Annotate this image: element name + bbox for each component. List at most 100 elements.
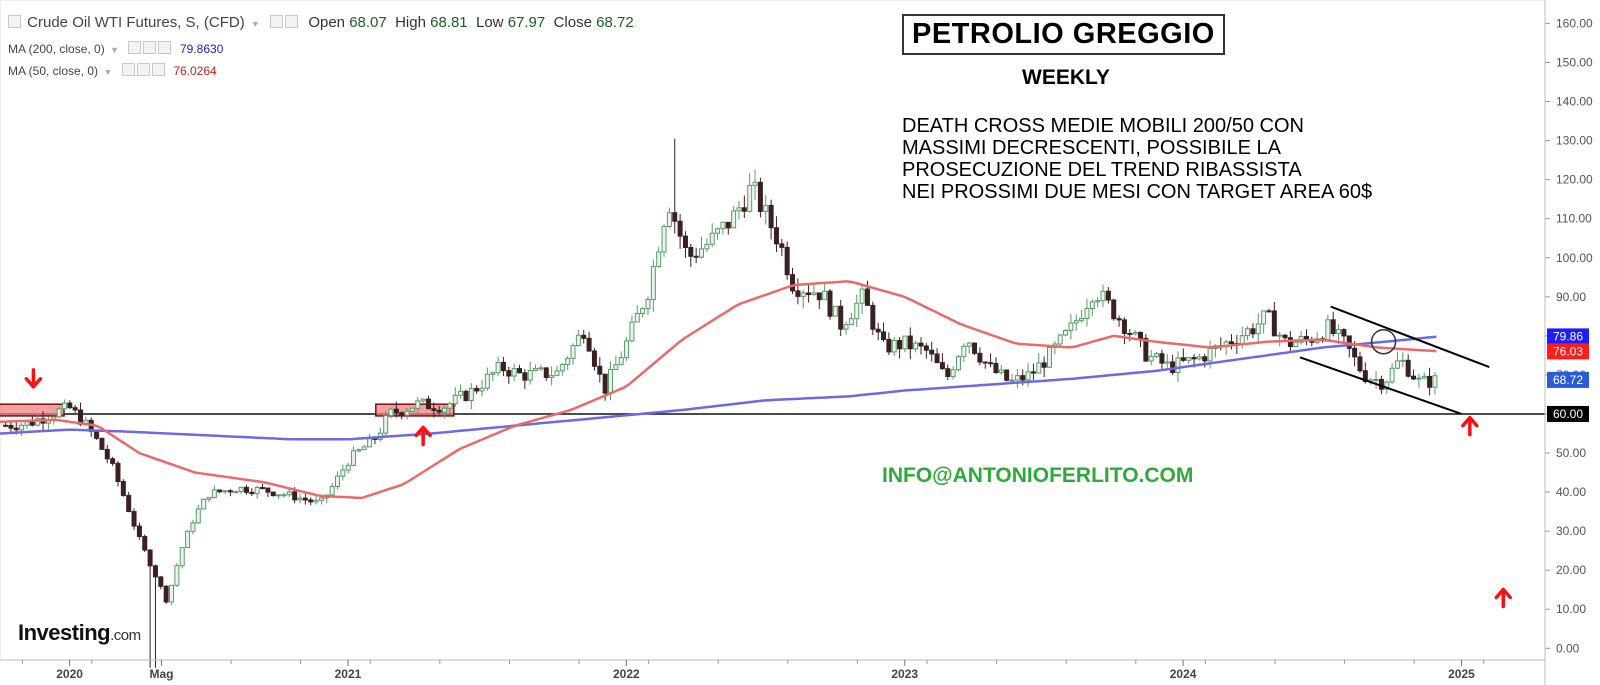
candle xyxy=(169,584,175,606)
chevron-down-icon[interactable]: ▼ xyxy=(110,45,119,55)
candle-body xyxy=(227,490,233,493)
candle xyxy=(393,401,399,418)
chevron-down-icon[interactable]: ▼ xyxy=(250,19,260,29)
candle-body xyxy=(640,308,646,314)
candle xyxy=(1405,354,1411,378)
candle-body xyxy=(1100,290,1106,302)
instrument-header: Crude Oil WTI Futures, S, (CFD) ▼ Open 6… xyxy=(8,14,634,31)
candle-body xyxy=(313,499,319,503)
candle-body xyxy=(661,226,667,253)
candle xyxy=(158,576,164,590)
candle-body xyxy=(763,204,769,212)
candle xyxy=(1089,299,1095,317)
candle-body xyxy=(1421,375,1427,379)
candle-body xyxy=(1207,347,1213,362)
candle xyxy=(195,504,201,524)
candle xyxy=(773,216,779,253)
candle xyxy=(436,405,442,415)
gear-icon[interactable] xyxy=(143,41,157,54)
highlight-box xyxy=(0,403,65,417)
candle-body xyxy=(538,367,544,370)
open-value: 68.07 xyxy=(349,14,387,31)
note-line: MASSIMI DECRESCENTI, POSSIBILE LA xyxy=(902,137,1281,159)
candle xyxy=(1057,334,1063,347)
chevron-down-icon[interactable]: ▼ xyxy=(103,67,113,77)
arrow-shape xyxy=(24,368,43,389)
candle xyxy=(875,322,881,341)
candle xyxy=(474,385,480,394)
candle-body xyxy=(939,362,945,370)
candle xyxy=(902,335,908,353)
candle xyxy=(709,223,715,248)
candle-body xyxy=(549,375,555,378)
candle-body xyxy=(693,255,699,258)
gear-icon[interactable] xyxy=(136,63,150,76)
candle-body xyxy=(602,373,608,394)
candle xyxy=(211,485,217,499)
y-tick-label: 90.00 xyxy=(1556,290,1586,304)
candle xyxy=(907,327,913,360)
candle-body xyxy=(843,324,849,330)
candle xyxy=(977,347,983,366)
candle xyxy=(1014,368,1020,389)
candle xyxy=(152,564,158,668)
candle xyxy=(881,322,887,342)
y-tick-label: 160.00 xyxy=(1556,16,1593,30)
candle-body xyxy=(1079,317,1085,322)
ma200-legend: MA (200, close, 0) ▼ 79.8630 xyxy=(8,41,223,56)
candle-body xyxy=(1389,367,1395,383)
eye-icon[interactable] xyxy=(269,15,283,28)
candle-body xyxy=(527,369,533,381)
candle-body xyxy=(1164,361,1170,364)
candle xyxy=(1004,369,1010,382)
candle-body xyxy=(699,248,705,258)
x-tick-label: 2021 xyxy=(335,667,362,681)
candle-body xyxy=(613,364,619,370)
candle xyxy=(988,353,994,368)
candle-body xyxy=(147,549,153,567)
candle-body xyxy=(94,430,100,439)
y-tick-label: 100.00 xyxy=(1556,251,1593,265)
candle xyxy=(1154,351,1160,359)
close-icon[interactable] xyxy=(158,41,172,54)
close-icon[interactable] xyxy=(151,63,165,76)
price-label-ma200: 79.86 xyxy=(1547,328,1589,345)
candle xyxy=(131,508,137,530)
ma200-label[interactable]: MA (200, close, 0) xyxy=(8,42,105,56)
eye-icon[interactable] xyxy=(121,63,135,76)
candle xyxy=(222,490,228,494)
gear-icon[interactable] xyxy=(284,15,298,28)
candle xyxy=(736,200,742,220)
candle-body xyxy=(773,227,779,245)
candle xyxy=(329,482,335,498)
candle-body xyxy=(1009,379,1015,382)
candle-body xyxy=(1325,319,1331,341)
candle-body xyxy=(1261,310,1267,325)
collapse-icon[interactable] xyxy=(8,15,21,28)
candle-body xyxy=(575,334,581,347)
candle-body xyxy=(286,491,292,496)
candle-body xyxy=(281,494,287,497)
ma50-label[interactable]: MA (50, close, 0) xyxy=(8,64,99,78)
ma50-legend: MA (50, close, 0) ▼ 76.0264 xyxy=(8,63,217,78)
candle xyxy=(61,399,67,411)
ma200-line xyxy=(0,335,1437,441)
candle-body xyxy=(1137,331,1143,339)
candle-body xyxy=(597,365,603,375)
candle xyxy=(757,177,763,218)
candle-body xyxy=(431,408,437,411)
candle xyxy=(1416,373,1422,388)
instrument-name[interactable]: Crude Oil WTI Futures, S, (CFD) xyxy=(27,14,245,31)
candle-body xyxy=(479,387,485,392)
candle xyxy=(1084,298,1090,327)
candle xyxy=(586,331,592,353)
candle xyxy=(575,329,581,347)
y-tick-label: 130.00 xyxy=(1556,134,1593,148)
candle-body xyxy=(516,368,522,374)
candle-body xyxy=(1127,332,1133,335)
candle-body xyxy=(136,525,142,538)
eye-icon[interactable] xyxy=(128,41,142,54)
candle-body xyxy=(977,352,983,363)
candle xyxy=(618,351,624,366)
candle-body xyxy=(1411,375,1417,380)
